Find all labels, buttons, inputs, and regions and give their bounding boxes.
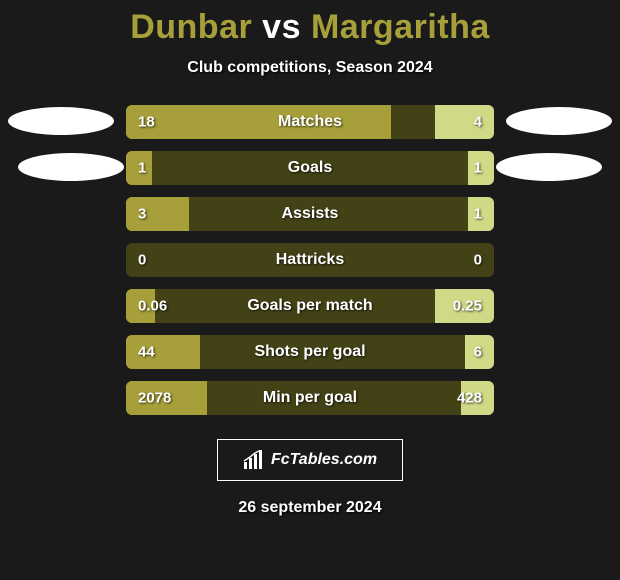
page-title: Dunbar vs Margaritha (130, 8, 490, 47)
stat-row: 0.06 0.25 Goals per match (126, 289, 494, 323)
stat-left-value: 1 (138, 160, 146, 177)
stat-label: Goals per match (247, 297, 372, 315)
subtitle: Club competitions, Season 2024 (187, 59, 432, 77)
stat-left-value: 3 (138, 206, 146, 223)
chart-icon (243, 450, 265, 470)
stat-row: 2078 428 Min per goal (126, 381, 494, 415)
stat-left-value: 0 (138, 252, 146, 269)
stat-row: 18 4 Matches (126, 105, 494, 139)
stat-right-value: 4 (474, 114, 482, 131)
right-oval-2 (496, 153, 602, 181)
stat-label: Assists (282, 205, 339, 223)
stat-right-value: 1 (474, 160, 482, 177)
vs-label: vs (262, 8, 301, 46)
stat-left-value: 2078 (138, 390, 171, 407)
stat-label: Matches (278, 113, 342, 131)
stat-left-value: 44 (138, 344, 155, 361)
stat-right-value: 0.25 (453, 298, 482, 315)
stat-label: Goals (288, 159, 332, 177)
stat-right-value: 6 (474, 344, 482, 361)
stat-row: 0 0 Hattricks (126, 243, 494, 277)
stat-row: 3 1 Assists (126, 197, 494, 231)
player2-name: Margaritha (311, 8, 490, 46)
right-oval-1 (506, 107, 612, 135)
stat-right-value: 1 (474, 206, 482, 223)
left-oval-2 (18, 153, 124, 181)
stat-right-value: 0 (474, 252, 482, 269)
brand-badge: FcTables.com (217, 439, 403, 481)
player1-name: Dunbar (130, 8, 252, 46)
stat-row: 44 6 Shots per goal (126, 335, 494, 369)
stat-right-value: 428 (457, 390, 482, 407)
stat-row: 1 1 Goals (126, 151, 494, 185)
date-label: 26 september 2024 (238, 499, 381, 517)
bar-left (126, 105, 391, 139)
stat-left-value: 18 (138, 114, 155, 131)
bar-left (126, 197, 189, 231)
comparison-card: Dunbar vs Margaritha Club competitions, … (0, 0, 620, 580)
stat-label: Hattricks (276, 251, 344, 269)
stats-zone: 18 4 Matches 1 1 Goals 3 1 Assists 0 0 Hattricks 0.0… (0, 105, 620, 415)
stat-label: Min per goal (263, 389, 357, 407)
left-oval-1 (8, 107, 114, 135)
stat-label: Shots per goal (254, 343, 365, 361)
bar-right (435, 105, 494, 139)
stat-left-value: 0.06 (138, 298, 167, 315)
brand-text: FcTables.com (271, 451, 377, 469)
